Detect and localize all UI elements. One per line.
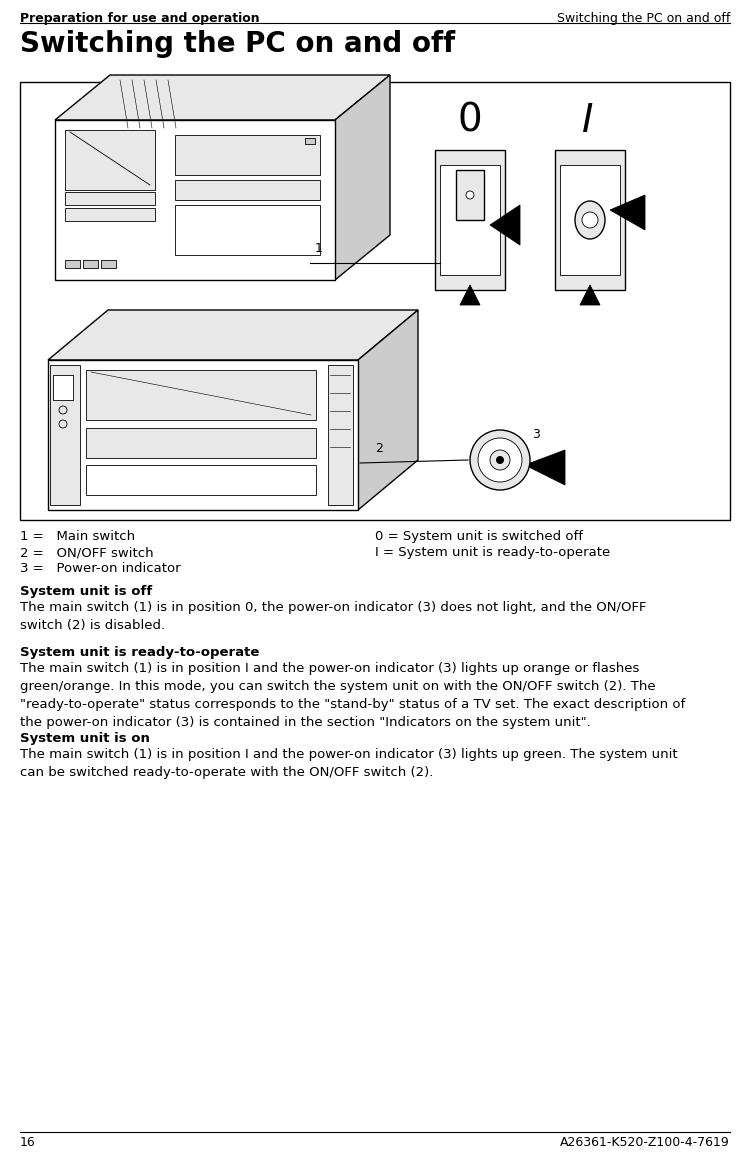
- Text: Switching the PC on and off: Switching the PC on and off: [556, 12, 730, 25]
- Text: Switching the PC on and off: Switching the PC on and off: [20, 30, 455, 58]
- Circle shape: [478, 438, 522, 482]
- Bar: [86, 465, 316, 495]
- Polygon shape: [490, 204, 520, 245]
- Bar: [305, 137, 315, 144]
- Text: System unit is on: System unit is on: [20, 732, 150, 745]
- Text: 2 =   ON/OFF switch: 2 = ON/OFF switch: [20, 546, 154, 559]
- Circle shape: [496, 456, 504, 464]
- Bar: [65, 260, 80, 268]
- Polygon shape: [55, 75, 390, 120]
- Text: 16: 16: [20, 1137, 36, 1149]
- Polygon shape: [560, 165, 620, 275]
- Bar: [83, 260, 98, 268]
- Bar: [101, 260, 116, 268]
- Text: The main switch (1) is in position I and the power-on indicator (3) lights up or: The main switch (1) is in position I and…: [20, 662, 686, 729]
- Bar: [175, 135, 320, 176]
- Bar: [20, 82, 730, 520]
- Circle shape: [470, 430, 530, 490]
- Text: System unit is off: System unit is off: [20, 584, 152, 598]
- Text: 0 = System unit is switched off: 0 = System unit is switched off: [375, 530, 583, 543]
- Circle shape: [466, 191, 474, 199]
- Bar: [65, 131, 155, 191]
- Polygon shape: [460, 285, 480, 305]
- Text: System unit is ready-to-operate: System unit is ready-to-operate: [20, 646, 260, 660]
- Polygon shape: [335, 75, 390, 280]
- Bar: [50, 365, 80, 505]
- Text: 1: 1: [315, 243, 322, 255]
- Polygon shape: [48, 310, 418, 360]
- Text: Preparation for use and operation: Preparation for use and operation: [20, 12, 260, 25]
- Polygon shape: [440, 165, 500, 275]
- Polygon shape: [610, 195, 645, 230]
- Text: 0: 0: [458, 102, 483, 140]
- Text: 2: 2: [375, 442, 382, 455]
- Polygon shape: [358, 310, 418, 511]
- Polygon shape: [55, 120, 335, 280]
- Circle shape: [59, 407, 67, 413]
- Circle shape: [582, 213, 598, 228]
- Bar: [456, 170, 484, 219]
- Bar: [175, 180, 320, 200]
- Polygon shape: [525, 450, 565, 485]
- Bar: [86, 429, 316, 459]
- Bar: [86, 370, 316, 420]
- Text: 3: 3: [532, 429, 540, 441]
- Polygon shape: [48, 360, 358, 511]
- Bar: [328, 365, 353, 505]
- Bar: [175, 204, 320, 255]
- Text: I: I: [582, 102, 593, 140]
- Text: The main switch (1) is in position 0, the power-on indicator (3) does not light,: The main switch (1) is in position 0, th…: [20, 601, 646, 632]
- Bar: [65, 208, 155, 221]
- Circle shape: [490, 450, 510, 470]
- Bar: [65, 192, 155, 204]
- Polygon shape: [555, 150, 625, 290]
- Text: The main switch (1) is in position I and the power-on indicator (3) lights up gr: The main switch (1) is in position I and…: [20, 748, 678, 778]
- Circle shape: [59, 420, 67, 429]
- Ellipse shape: [575, 201, 605, 239]
- Bar: [53, 375, 73, 400]
- Text: 3 =   Power-on indicator: 3 = Power-on indicator: [20, 562, 181, 575]
- Text: 1 =   Main switch: 1 = Main switch: [20, 530, 135, 543]
- Text: A26361-K520-Z100-4-7619: A26361-K520-Z100-4-7619: [560, 1137, 730, 1149]
- Polygon shape: [580, 285, 600, 305]
- Polygon shape: [435, 150, 505, 290]
- Text: I = System unit is ready-to-operate: I = System unit is ready-to-operate: [375, 546, 610, 559]
